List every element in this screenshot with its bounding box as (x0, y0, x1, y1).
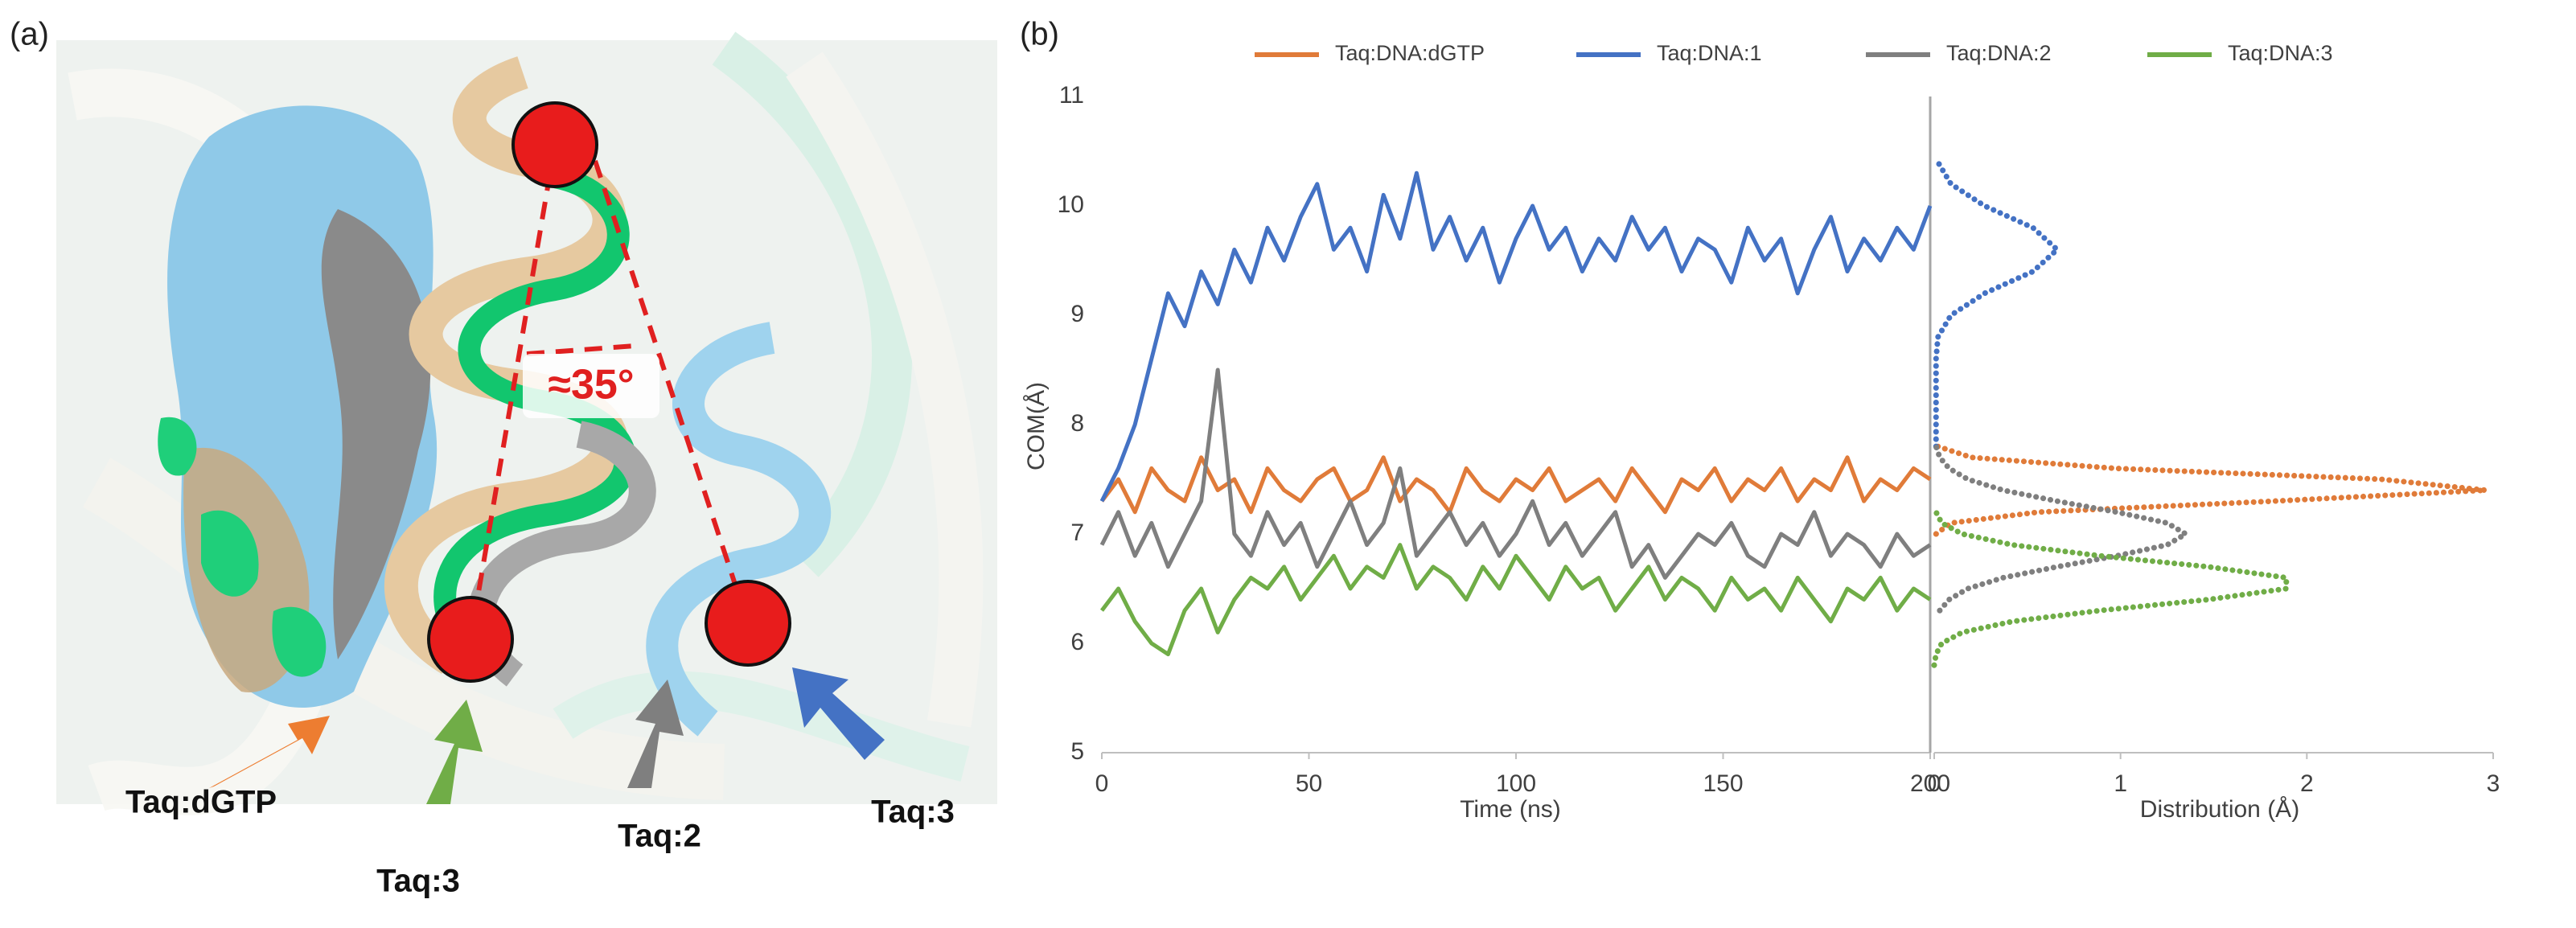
x-axis-title: Distribution (Å) (2140, 796, 2299, 823)
ribbon (712, 31, 912, 577)
y-tick-label: 5 (1070, 738, 1084, 765)
molecule-label: Taq:2 (618, 819, 701, 854)
red-marker (427, 596, 514, 683)
x-axis-title: Time (ns) (1460, 796, 1561, 823)
x-tick-label: 200 (1910, 770, 1950, 797)
angle-lines (468, 144, 750, 640)
y-tick-label: 11 (1059, 82, 1084, 109)
red-marker (705, 580, 791, 667)
panel-label: (a) (10, 17, 49, 52)
dashed-line (526, 343, 636, 356)
x-tick-label: 2 (2300, 770, 2314, 797)
y-tick-label: 10 (1058, 191, 1084, 218)
x-tick-label: 100 (1496, 770, 1536, 797)
legend-label: Taq:DNA:dGTP (1335, 41, 1485, 65)
molecule-image: ≈35° (56, 31, 997, 815)
series-line (1099, 368, 1932, 580)
x-tick-label: 0 (1095, 770, 1109, 797)
dashed-line (468, 144, 557, 640)
panel-label: (b) (1020, 17, 1059, 52)
y-tick-label: 7 (1070, 519, 1084, 546)
series-line (1099, 170, 1933, 503)
molecule-label: Taq:3 (376, 864, 460, 899)
blue-arrow (792, 667, 885, 760)
y-tick-label: 6 (1070, 629, 1084, 655)
y-axis-title: COM(Å) (1023, 382, 1050, 470)
ribbon (786, 51, 984, 728)
ribbon (553, 671, 970, 782)
distribution-curve (1933, 159, 2062, 450)
green-arrow (426, 700, 483, 804)
molecule-label: Taq:dGTP (125, 785, 277, 820)
legend-label: Taq:DNA:3 (2228, 41, 2333, 65)
distribution-curve (1931, 509, 2290, 668)
molecule-label: Taq:3 (871, 795, 955, 830)
series-line (1100, 455, 1932, 515)
angle-label: ≈35° (548, 362, 634, 409)
distribution-curve (1933, 443, 2192, 614)
dashed-line (593, 160, 750, 624)
distribution-curve (1933, 443, 2487, 537)
red-marker (512, 101, 598, 188)
y-tick-label: 8 (1070, 410, 1084, 437)
orange-arrow (209, 716, 330, 788)
x-tick-label: 150 (1703, 770, 1743, 797)
x-tick-label: 50 (1296, 770, 1322, 797)
gray-surface (321, 209, 431, 659)
gray-arrow (627, 680, 684, 788)
series-line (1100, 543, 1932, 657)
green-surface (158, 417, 327, 677)
angle-label-box (523, 354, 659, 418)
blue-helix (646, 322, 832, 737)
legend-label: Taq:DNA:1 (1657, 41, 1762, 65)
legend-label: Taq:DNA:2 (1946, 41, 2052, 65)
x-tick-label: 0 (1928, 770, 1941, 797)
x-tick-label: 3 (2487, 770, 2500, 797)
x-tick-label: 1 (2114, 770, 2127, 797)
y-tick-label: 9 (1070, 301, 1084, 327)
